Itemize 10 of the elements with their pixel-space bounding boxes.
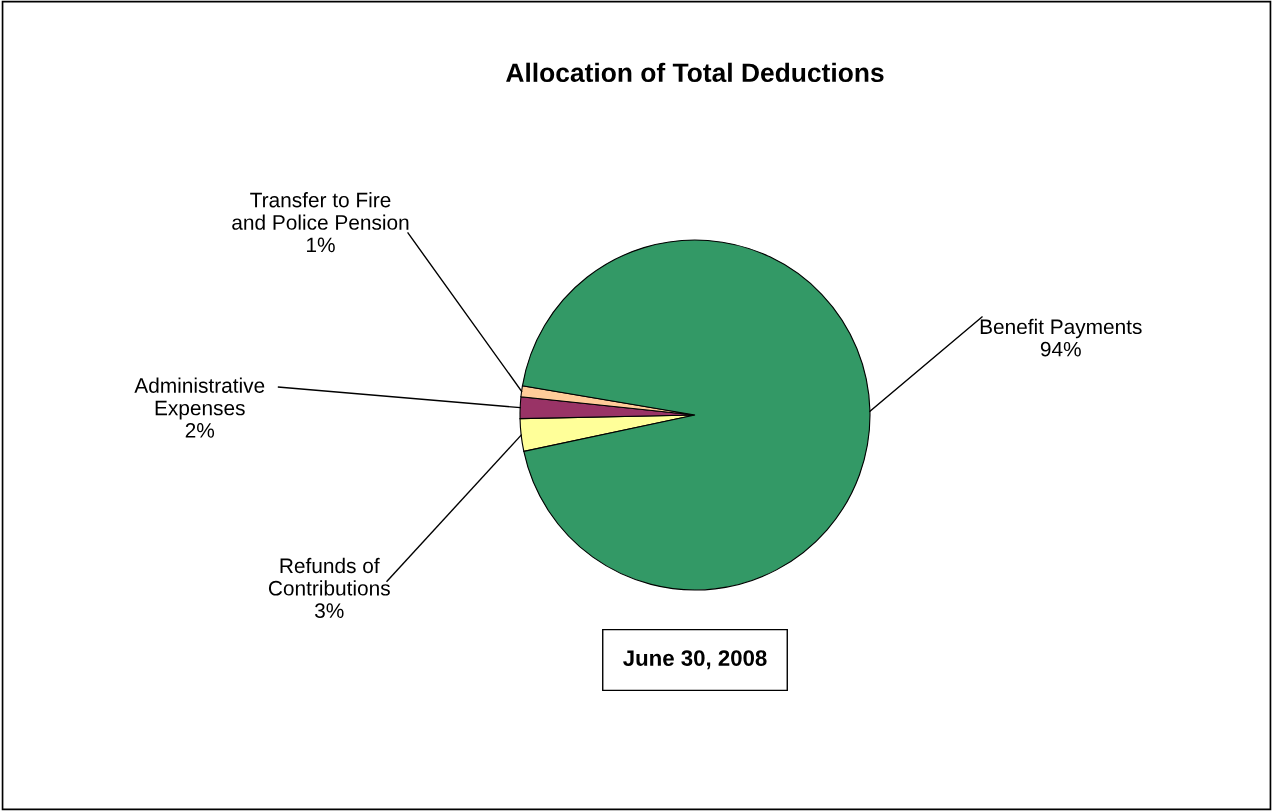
- data-label: 94%: [1040, 341, 1081, 357]
- chart-title: Allocation of Total Deductions: [506, 62, 884, 83]
- data-label: 1%: [307, 237, 335, 253]
- data-label: 3%: [314, 603, 344, 619]
- slice-label: Transfer to Fire and Police Pension: [232, 192, 409, 230]
- text: June 30, 2008: [623, 650, 767, 670]
- slice-label: Benefit Payments: [980, 318, 1142, 339]
- slice-label: Administrative Expenses: [134, 377, 265, 420]
- slice-label: Refunds of Contributions: [268, 557, 390, 596]
- data-label: 2%: [185, 423, 215, 438]
